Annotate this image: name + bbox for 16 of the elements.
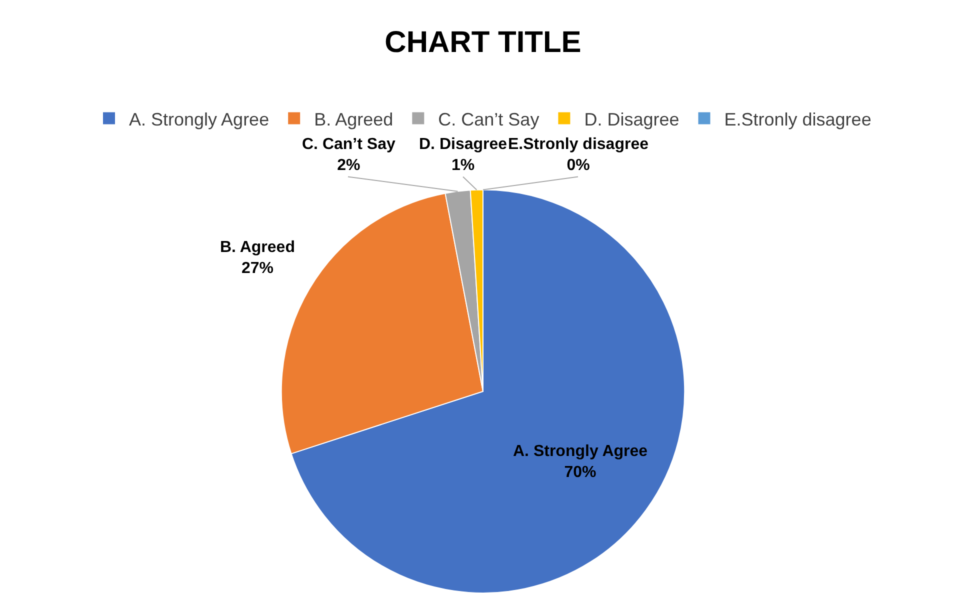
slice-label: A. Strongly Agree <box>513 443 648 460</box>
data-label: 1% <box>451 156 475 174</box>
data-label: 27% <box>241 260 274 277</box>
legend-label: B. Agreed <box>314 109 394 130</box>
category-label: E.Stronly disagree <box>508 136 648 153</box>
legend-label: A. Strongly Agree <box>129 109 270 130</box>
legend-label: E.Stronly disagree <box>724 109 872 130</box>
data-label: 70% <box>564 464 596 481</box>
slice-label: B. Agreed <box>220 239 295 256</box>
legend-label: C. Can’t Say <box>438 109 540 130</box>
chart-title: CHART TITLE <box>384 26 582 60</box>
text: 0% <box>566 156 590 174</box>
slice-label: D. Disagree <box>419 136 508 153</box>
data-label: 2% <box>337 156 360 174</box>
legend-label: D. Disagree <box>584 109 680 130</box>
slice-label: C. Can’t Say <box>302 136 396 153</box>
